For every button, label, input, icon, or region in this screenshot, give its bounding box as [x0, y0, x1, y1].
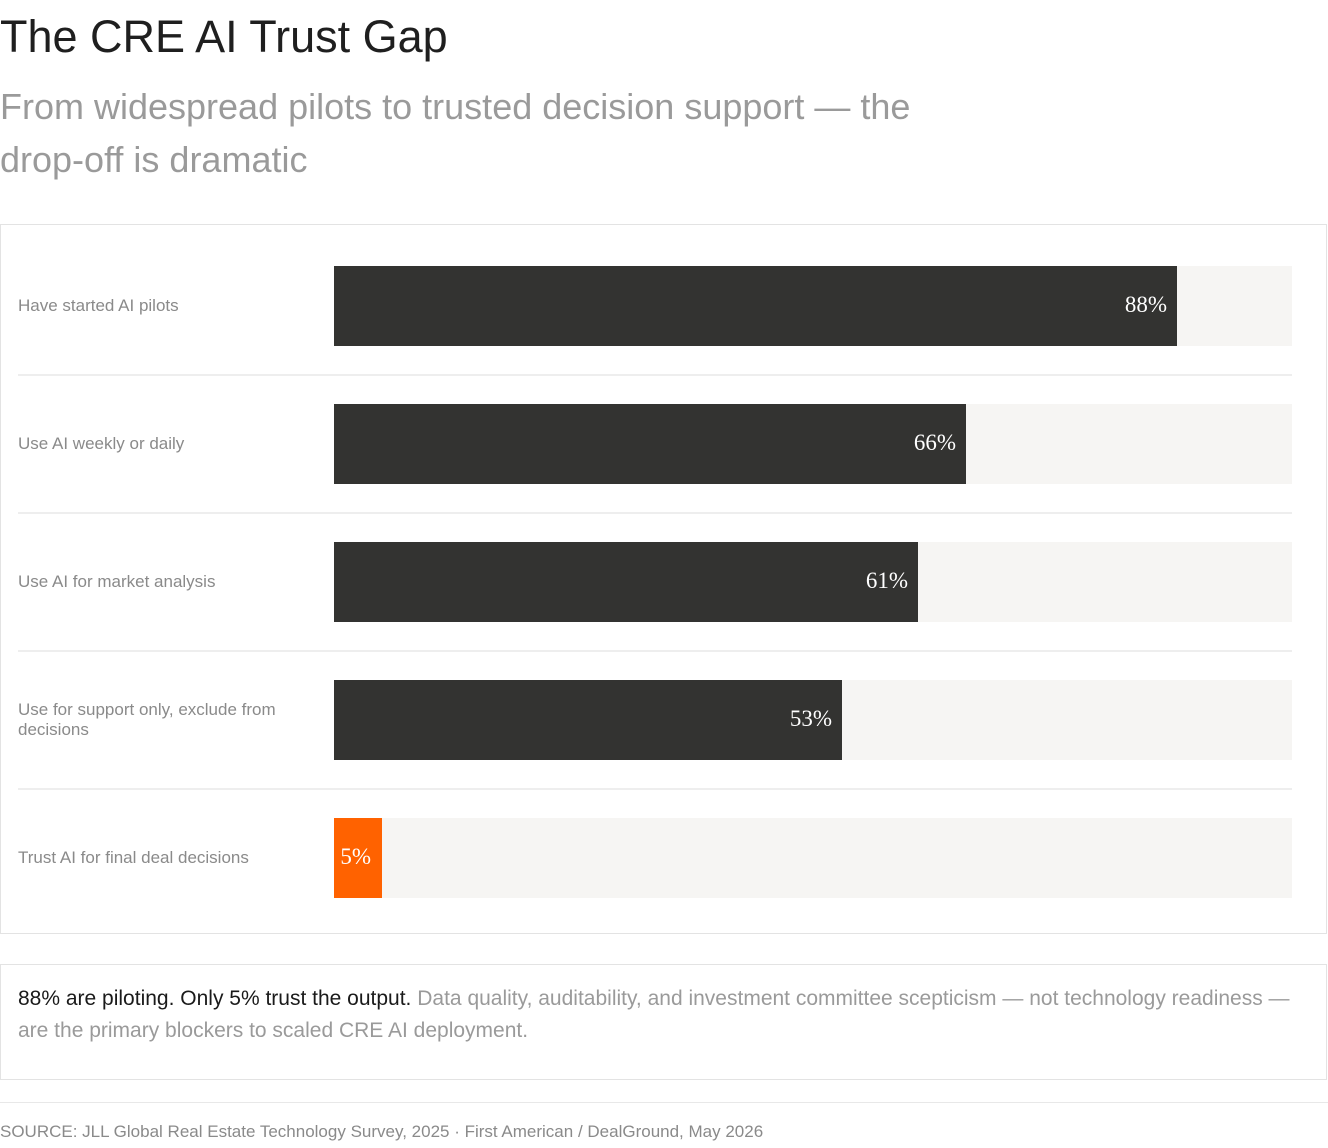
chart-subtitle: From widespread pilots to trusted decisi… — [0, 86, 911, 180]
callout-headline: 88% are piloting. Only 5% trust the outp… — [18, 987, 412, 1010]
bar-row: Use for support only, exclude from decis… — [18, 680, 1292, 818]
bar-category-label: Use AI for market analysis — [18, 572, 216, 591]
bar-category-label: Trust AI for final deal decisions — [18, 848, 249, 867]
bar-track: 66% — [334, 404, 1292, 484]
bar: 5% — [334, 818, 382, 898]
bar: 53% — [334, 680, 842, 760]
bar: 61% — [334, 542, 918, 622]
chart-title: The CRE AI Trust Gap — [0, 11, 448, 62]
bar-chart-panel: Have started AI pilots 88% Use AI weekly o… — [0, 224, 1327, 934]
bar-category-label: Have started AI pilots — [18, 296, 179, 315]
bar-row: Use AI weekly or daily 66% — [18, 404, 1292, 542]
bar-track: 53% — [334, 680, 1292, 760]
bar-row: Have started AI pilots 88% — [18, 266, 1292, 404]
source-note: SOURCE: JLL Global Real Estate Technolog… — [0, 1122, 764, 1141]
bar-value-label: 61% — [865, 568, 908, 593]
row-divider — [18, 374, 1292, 376]
bar-row: Trust AI for final deal decisions 5% — [18, 818, 1292, 956]
footer-divider — [0, 1102, 1328, 1103]
key-insight-callout: 88% are piloting. Only 5% trust the outp… — [0, 964, 1327, 1080]
bar: 88% — [334, 266, 1177, 346]
bar-track: 61% — [334, 542, 1292, 622]
bar-value-label: 53% — [789, 706, 832, 731]
bar-value-label: 88% — [1124, 292, 1167, 317]
bar-value-label: 5% — [340, 844, 371, 869]
bar-track: 5% — [334, 818, 1292, 898]
bar-track: 88% — [334, 266, 1292, 346]
bar-category-label: Use for support only, exclude from decis… — [18, 700, 276, 739]
callout-body: Data quality, auditability, and investme… — [18, 987, 1290, 1042]
bar-category-label: Use AI weekly or daily — [18, 434, 185, 453]
bar: 66% — [334, 404, 966, 484]
row-divider — [18, 512, 1292, 514]
row-divider — [18, 650, 1292, 652]
row-divider — [18, 788, 1292, 790]
bar-value-label: 66% — [913, 430, 956, 455]
bar-row: Use AI for market analysis 61% — [18, 542, 1292, 680]
